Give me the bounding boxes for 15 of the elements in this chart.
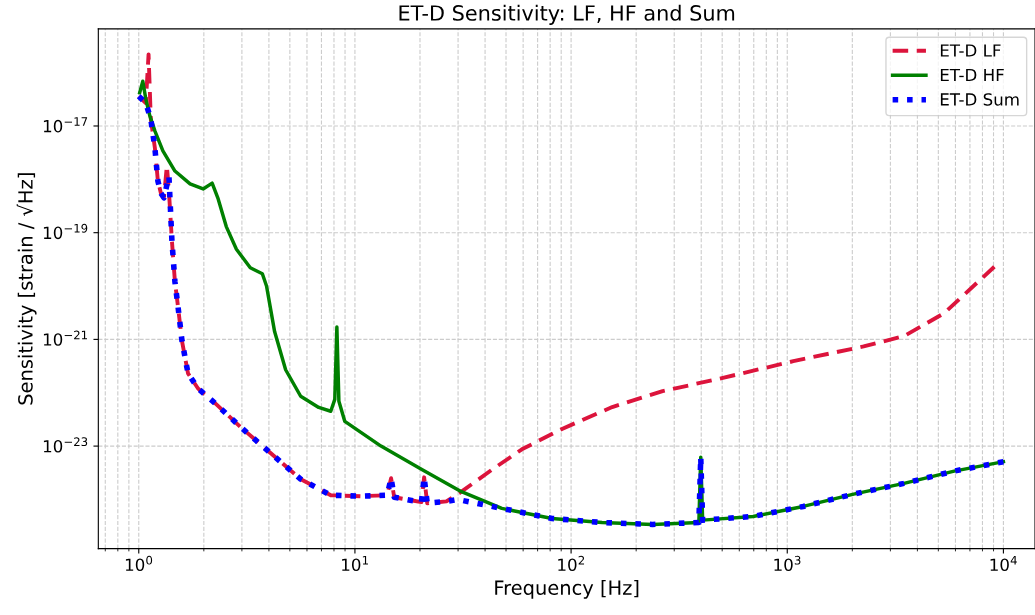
legend-label: ET-D Sum — [940, 93, 1019, 106]
chart-title: ET-D Sensitivity: LF, HF and Sum — [399, 4, 735, 25]
y-axis-title: Sensitivity [strain / √Hz] — [16, 173, 37, 405]
y-tick-label: 10$^{−19}$ — [43, 223, 88, 240]
y-tick-label: 10$^{−23}$ — [43, 437, 88, 453]
x-tick-label: 10$^{3}$ — [774, 555, 801, 572]
x-tick-label: 10$^{0}$ — [125, 555, 153, 572]
y-tick-label: 10$^{−21}$ — [43, 330, 88, 346]
legend-label: ET-D LF — [940, 44, 1001, 57]
y-tick-label: 10$^{−17}$ — [43, 117, 88, 133]
x-tick-label: 10$^{1}$ — [342, 555, 368, 572]
legend-label: ET-D HF — [940, 68, 1004, 82]
x-tick-label: 10$^{4}$ — [990, 555, 1017, 572]
x-tick-label: 10$^{2}$ — [558, 555, 585, 572]
x-axis-title: Frequency [Hz] — [495, 579, 639, 599]
